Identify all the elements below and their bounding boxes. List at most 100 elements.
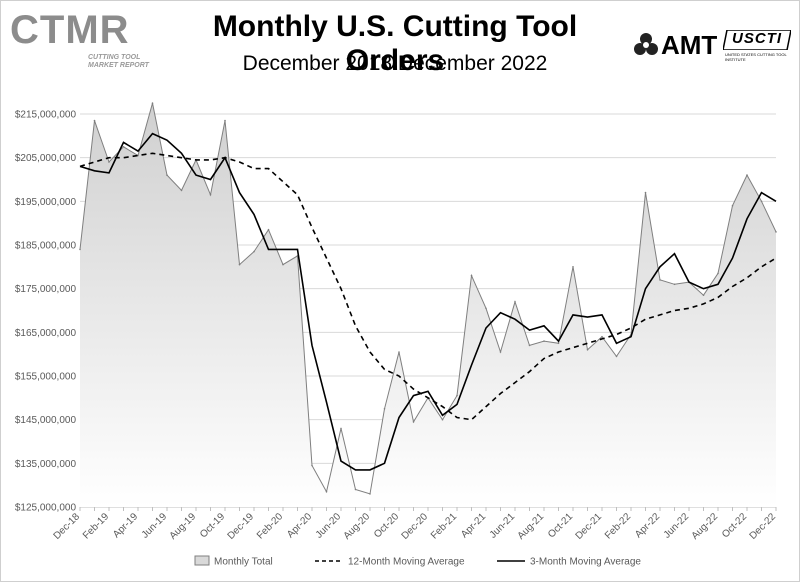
usct-logo-text: USCTI [732,30,782,47]
y-tick-label: $135,000,000 [15,459,77,470]
data-point-monthly-total [151,102,154,104]
x-tick-label: Aug-21 [516,511,547,542]
chart-title: Monthly U.S. Cutting Tool Orders [212,10,578,77]
series-line-3-month-average [79,132,777,471]
data-point-monthly-total [470,274,473,277]
x-tick-label: Dec-22 [748,511,779,542]
data-point-monthly-total [354,488,357,491]
usct-logo-subtitle: UNITED STATES CUTTING TOOL INSTITUTE [725,52,787,62]
data-point-monthly-total [238,263,241,266]
data-point-monthly-total [340,427,342,430]
x-tick-label: Dec-19 [226,511,257,542]
data-point-monthly-total [659,279,661,281]
data-point-monthly-total [702,294,705,297]
y-tick-label: $175,000,000 [15,284,77,295]
chart-subtitle: December 2018 December 2022 [242,52,548,75]
data-point-monthly-total [731,204,734,207]
data-point-monthly-total [412,421,415,423]
data-point-monthly-total [644,191,647,194]
data-point-monthly-total [224,119,226,122]
legend-swatch-area [194,555,210,566]
data-point-monthly-total [746,174,748,176]
plot-area [79,102,777,507]
data-point-monthly-total [180,189,183,192]
x-tick-label: Apr-20 [285,511,314,540]
x-tick-label: Jun-21 [488,511,518,541]
y-tick-label: $145,000,000 [15,415,77,426]
y-tick-label: $195,000,000 [15,197,77,208]
x-tick-label: Apr-21 [459,511,488,540]
x-tick-label: Dec-21 [574,511,605,542]
data-point-monthly-total [325,490,328,493]
data-point-monthly-total [282,263,284,266]
data-point-monthly-total [485,307,487,310]
x-tick-label: Oct-22 [720,511,749,540]
data-point-monthly-total [267,228,270,231]
x-tick-label: Oct-19 [198,511,227,540]
x-tick-label: Feb-19 [81,511,111,541]
y-tick-label: $155,000,000 [15,372,77,383]
x-tick-label: Oct-20 [372,511,401,540]
data-point-monthly-total [93,119,96,122]
data-point-monthly-total [253,250,255,253]
x-tick-label: Dec-20 [400,511,431,542]
data-point-monthly-total [369,493,371,495]
data-point-monthly-total [586,349,589,351]
amt-logo-text: AMT [661,30,718,60]
data-point-monthly-total [456,394,458,397]
data-point-monthly-total [166,174,168,176]
data-point-monthly-total [311,464,313,467]
data-point-monthly-total [122,146,125,148]
usct-logo-badge [723,30,791,50]
data-point-monthly-total [775,231,777,233]
data-point-monthly-total [717,272,719,275]
legend-label: 12-Month Moving Average [348,557,465,568]
legend-item: 12-Month Moving Average [315,557,465,568]
data-point-monthly-total [514,301,516,303]
x-tick-label: Jun-19 [140,511,170,541]
y-tick-label: $125,000,000 [15,503,77,514]
x-tick-label: Apr-22 [633,511,662,540]
x-tick-label: Jun-20 [314,511,344,541]
data-point-monthly-total [441,418,444,421]
y-tick-label: $205,000,000 [15,153,77,164]
data-point-monthly-total [528,344,531,347]
x-tick-label: Oct-21 [546,511,575,540]
data-point-monthly-total [209,194,212,196]
data-point-monthly-total [383,408,386,410]
data-point-monthly-total [572,266,574,268]
data-point-monthly-total [543,340,545,342]
legend-item: Monthly Total [194,555,273,568]
x-tick-label: Aug-22 [690,511,721,542]
data-point-monthly-total [499,351,502,353]
ctmr-logo-subtitle: CUTTING TOOL MARKET REPORT [88,54,149,69]
data-point-monthly-total [557,342,560,345]
x-tick-label: Jun-22 [662,511,692,541]
amt-emblem-icon [634,33,658,55]
legend-item: 3-Month Moving Average [497,557,641,568]
y-tick-label: $215,000,000 [15,110,77,121]
ctmr-logo-word: CTMR [10,8,130,52]
x-tick-label: Feb-22 [603,511,633,541]
amt-usct-logos: AMT USCTI UNITED STATES CUTTING TOOL INS… [633,28,793,64]
y-tick-label: $165,000,000 [15,328,77,339]
x-tick-label: Apr-19 [111,511,140,540]
y-tick-label: $185,000,000 [15,241,77,252]
x-tick-label: Dec-18 [52,511,83,542]
data-point-monthly-total [601,335,603,338]
x-tick-label: Feb-21 [429,511,459,541]
area-fill-monthly-total [80,103,776,507]
y-axis: $125,000,000 $135,000,000 $145,000,000 $155… [15,110,77,514]
data-point-monthly-total [760,200,763,203]
legend-label: Monthly Total [214,557,273,568]
data-point-monthly-total [108,161,110,163]
data-point-monthly-total [673,283,676,286]
ctmr-logo: CTMR CUTTING TOOL MARKET REPORT [10,8,152,78]
x-tick-label: Aug-20 [342,511,373,542]
x-tick-label: Feb-20 [255,511,285,541]
legend: Monthly Total 12-Month Moving Average 3-Mo… [194,555,641,568]
x-tick-label: Aug-19 [168,511,199,542]
data-point-monthly-total [79,248,81,251]
